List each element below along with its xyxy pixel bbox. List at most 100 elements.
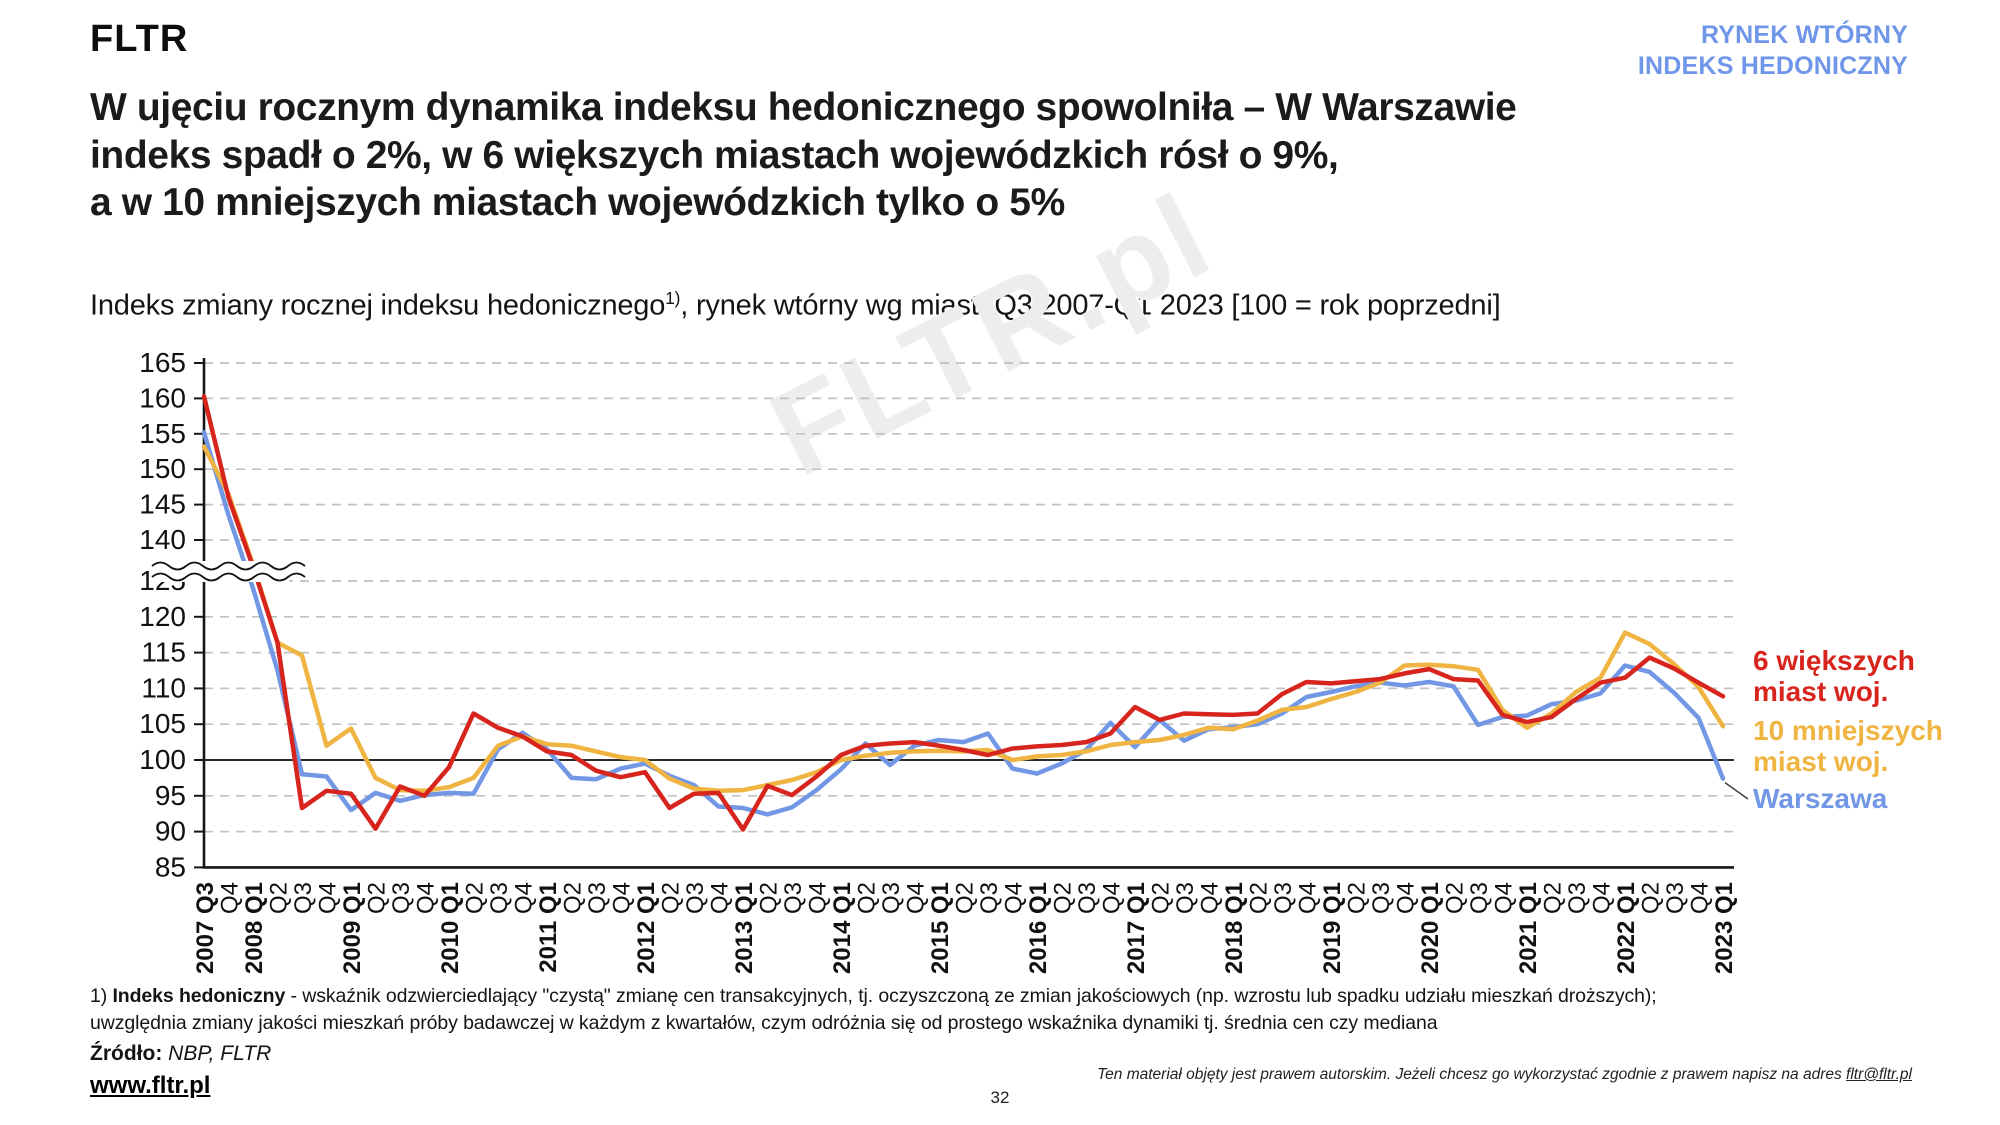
x-tick-label: 2014 Q1 xyxy=(829,882,856,974)
legend-label-10-mniejszych-miast-woj: 10 mniejszych xyxy=(1753,715,1943,746)
legend-label-warszawa: Warszawa xyxy=(1753,783,1888,814)
x-tick-label: Q2 xyxy=(1344,882,1371,914)
y-tick-label: 140 xyxy=(139,524,186,555)
x-tick-label: Q3 xyxy=(780,882,807,914)
x-tick-label: Q4 xyxy=(315,882,342,914)
x-tick-label: Q2 xyxy=(854,882,881,914)
y-tick-label: 95 xyxy=(155,780,186,811)
x-tick-label: Q4 xyxy=(903,882,930,914)
x-tick-label: 2019 Q1 xyxy=(1319,882,1346,974)
x-tick-label: Q2 xyxy=(1050,882,1077,914)
y-tick-label: 145 xyxy=(139,489,186,520)
x-tick-label: Q4 xyxy=(707,882,734,914)
website-link[interactable]: www.fltr.pl xyxy=(90,1072,211,1099)
x-tick-label: Q3 xyxy=(682,882,709,914)
x-tick-label: 2008 Q1 xyxy=(241,882,268,974)
title-line1: W ujęciu rocznym dynamika indeksu hedoni… xyxy=(90,86,1517,129)
x-tick-label: Q3 xyxy=(584,882,611,914)
x-tick-label: Q4 xyxy=(1295,882,1322,914)
source-line: Źródło: NBP, FLTR xyxy=(90,1042,271,1066)
x-tick-label: Q2 xyxy=(756,882,783,914)
x-tick-label: Q3 xyxy=(1564,882,1591,914)
x-tick-label: Q3 xyxy=(976,882,1003,914)
subtitle-text-rest: , rynek wtórny wg miast, Q3 2007-Q1 2023… xyxy=(680,289,1501,322)
source-label: Źródło: xyxy=(90,1042,163,1065)
x-tick-label: 2023 Q1 xyxy=(1711,882,1738,974)
x-tick-label: Q4 xyxy=(609,882,636,914)
x-tick-label: Q2 xyxy=(560,882,587,914)
x-tick-label: Q3 xyxy=(1466,882,1493,914)
x-tick-label: Q2 xyxy=(1148,882,1175,914)
x-tick-label: Q3 xyxy=(878,882,905,914)
warszawa-callout-line xyxy=(1724,782,1749,800)
copyright-email-link[interactable]: fltr@fltr.pl xyxy=(1846,1066,1912,1083)
market-tag-line2: INDEKS HEDONICZNY xyxy=(1637,52,1908,81)
y-tick-label: 90 xyxy=(155,816,186,847)
x-tick-label: Q2 xyxy=(1442,882,1469,914)
y-tick-label: 85 xyxy=(155,851,186,882)
watermark: FLTR.pl xyxy=(751,167,1233,501)
x-tick-label: 2021 Q1 xyxy=(1515,882,1542,974)
footnote-marker: 1) xyxy=(665,288,681,308)
x-tick-label: Q4 xyxy=(805,882,832,914)
copyright-text: Ten materiał objęty jest prawem autorski… xyxy=(1097,1066,1847,1083)
y-tick-label: 110 xyxy=(141,672,186,703)
legend-label-6-wiekszych-miast-woj: 6 większych xyxy=(1753,645,1915,676)
x-tick-label: 2018 Q1 xyxy=(1221,882,1248,974)
x-tick-label: Q3 xyxy=(388,882,415,914)
x-tick-label: Q2 xyxy=(1638,882,1665,914)
x-tick-label: Q3 xyxy=(290,882,317,914)
x-tick-label: Q4 xyxy=(511,882,538,914)
title-line2: indeks spadł o 2%, w 6 większych miastac… xyxy=(90,133,1339,177)
x-tick-label: 2022 Q1 xyxy=(1613,882,1640,974)
x-tick-label: Q4 xyxy=(1491,882,1518,914)
x-tick-label: 2007 Q3 xyxy=(192,882,219,974)
x-tick-label: Q3 xyxy=(1172,882,1199,914)
x-tick-label: 2015 Q1 xyxy=(927,882,954,974)
page-title: W ujęciu rocznym dynamika indeksu hedoni… xyxy=(90,84,1517,227)
title-line3: a w 10 mniejszych miastach wojewódzkich … xyxy=(90,181,1065,225)
y-tick-label: 105 xyxy=(139,708,186,739)
x-tick-label: Q2 xyxy=(266,882,293,914)
x-tick-label: Q4 xyxy=(217,882,244,914)
footnote-term: Indeks hedoniczny xyxy=(112,985,286,1007)
market-tag-line1: RYNEK WTÓRNY xyxy=(1700,21,1908,49)
fltr-logo: FLTR xyxy=(90,18,189,60)
y-tick-label: 100 xyxy=(139,744,186,775)
chart-subtitle: Indeks zmiany rocznej indeksu hedoniczne… xyxy=(90,288,1501,323)
axis-break-wave-bottom xyxy=(151,572,306,582)
x-tick-label: Q3 xyxy=(486,882,513,914)
y-tick-label: 160 xyxy=(139,382,186,413)
gridlines xyxy=(204,362,1734,869)
market-tag: RYNEK WTÓRNY INDEKS HEDONICZNY xyxy=(1638,20,1908,83)
x-tick-label: Q3 xyxy=(1662,882,1689,914)
footnote-line1: - wskaźnik odzwierciedlający "czystą" zm… xyxy=(285,985,1657,1007)
x-tick-label: Q4 xyxy=(1393,882,1420,914)
x-tick-label: Q2 xyxy=(364,882,391,914)
x-tick-label: Q4 xyxy=(413,882,440,914)
page-number: 32 xyxy=(990,1088,1010,1107)
x-tick-label: Q4 xyxy=(1001,882,1028,914)
x-tick-label: Q3 xyxy=(1270,882,1297,914)
x-tick-label: 2013 Q1 xyxy=(731,882,758,974)
x-tick-label: 2020 Q1 xyxy=(1417,882,1444,974)
legend-label-10-mniejszych-miast-woj: miast woj. xyxy=(1753,746,1888,777)
y-axis-labels: 8590951001051101151201251401451501551601… xyxy=(139,347,204,882)
axis-break-wave-top xyxy=(151,561,306,571)
y-tick-label: 165 xyxy=(139,347,186,378)
x-tick-label: Q4 xyxy=(1589,882,1616,914)
y-tick-label: 120 xyxy=(139,601,186,632)
x-tick-label: Q2 xyxy=(1246,882,1273,914)
x-tick-label: Q4 xyxy=(1197,882,1224,914)
x-tick-label: 2011 Q1 xyxy=(535,882,562,973)
x-tick-label: 2009 Q1 xyxy=(339,882,366,974)
x-tick-label: Q3 xyxy=(1368,882,1395,914)
axes xyxy=(202,358,1734,869)
footnote-line2: uwzględnia zmiany jakości mieszkań próby… xyxy=(90,1012,1438,1035)
x-tick-label: 2016 Q1 xyxy=(1025,882,1052,974)
x-tick-label: Q4 xyxy=(1099,882,1126,914)
y-tick-label: 150 xyxy=(139,453,186,484)
